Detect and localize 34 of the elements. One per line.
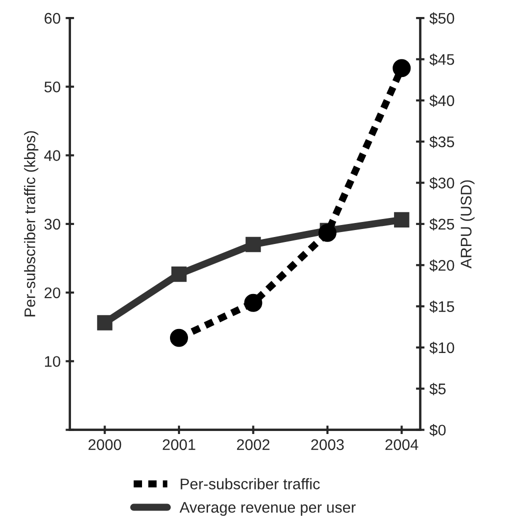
- point: [244, 294, 262, 312]
- y2-tick-label: $20: [429, 259, 454, 272]
- y2-tick-label: $35: [429, 136, 454, 148]
- y2-tick-label: $0: [429, 424, 446, 436]
- point: [392, 59, 411, 78]
- y-axis-title: Per-subscriber traffic (kbps): [24, 131, 38, 316]
- x-tick-label: 2004: [385, 439, 418, 450]
- x-tick-label: 2001: [162, 439, 196, 450]
- point: [246, 236, 261, 252]
- y2-tick-label: $30: [429, 176, 454, 190]
- y-tick-label: 60: [44, 12, 60, 24]
- y-tick-label: 10: [45, 356, 60, 367]
- y2-tick-label: $25: [429, 218, 454, 231]
- legend-label: Average revenue per user: [180, 502, 356, 516]
- x-tick-label: 2000: [88, 439, 122, 450]
- point: [170, 328, 188, 347]
- legend-label: Per-subscriber traffic: [180, 478, 320, 490]
- point: [171, 266, 187, 282]
- y2-tick-label: $45: [429, 53, 454, 66]
- y2-tick-label: $50: [429, 12, 454, 25]
- y-tick-label: 40: [44, 150, 60, 161]
- y2-tick-label: $15: [429, 300, 454, 313]
- point: [97, 315, 112, 330]
- y2-tick-label: $5: [429, 382, 446, 396]
- y2-tick-label: $10: [429, 342, 454, 354]
- y-tick-label: 30: [44, 218, 60, 230]
- y2-axis-title: ARPU (USD): [460, 180, 475, 268]
- y2-tick-label: $40: [429, 94, 454, 108]
- x-tick-label: 2003: [311, 439, 344, 450]
- y-tick-label: 20: [44, 287, 60, 298]
- y-tick-label: 50: [44, 82, 60, 92]
- x-tick-label: 2002: [236, 439, 270, 450]
- point: [318, 224, 336, 242]
- point: [394, 212, 410, 228]
